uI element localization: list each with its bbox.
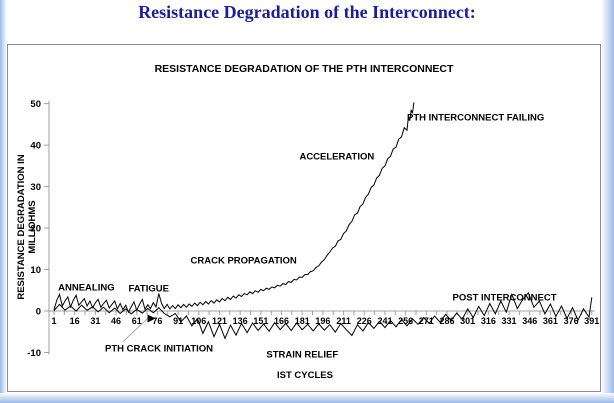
annotation-fatigue: FATIGUE: [128, 284, 168, 295]
x-tick-label: 31: [90, 316, 100, 326]
x-tick-label: 301: [460, 316, 475, 326]
window-edge-left: [0, 0, 7, 403]
x-tick-label: 91: [173, 316, 183, 326]
annotation-annealing: ANNEALING: [58, 282, 114, 293]
annotation-pth-crack-initiation: PTH CRACK INITIATION: [105, 344, 213, 355]
annotation-pth-interconnect-failing: PTH INTERCONNECT FAILING: [407, 113, 544, 124]
annotation-post-interconnect: POST INTERCONNECT: [453, 293, 557, 304]
x-tick-label: 151: [253, 316, 268, 326]
annotation-strain-relief: STRAIN RELIEF: [266, 349, 338, 360]
x-tick-label: 346: [522, 316, 537, 326]
chart-canvas: RESISTANCE DEGRADATION OF THE PTH INTERC…: [16, 63, 599, 381]
chart-frame: RESISTANCE DEGRADATION OF THE PTH INTERC…: [7, 44, 601, 392]
y-tick-label: 0: [36, 307, 41, 318]
x-tick-label: 361: [543, 316, 558, 326]
x-tick-label: 256: [398, 316, 413, 326]
x-tick-label: 76: [152, 316, 162, 326]
x-tick-label: 286: [439, 316, 454, 326]
y-tick-label: 20: [30, 224, 41, 235]
x-tick-label: 391: [584, 316, 599, 326]
x-tick-label: 1: [51, 316, 56, 326]
x-tick-label: 16: [70, 316, 80, 326]
x-tick-label: 211: [336, 316, 351, 326]
x-tick-label: 196: [315, 316, 330, 326]
y-tick-label: 10: [30, 265, 41, 276]
x-tick-label: 121: [212, 316, 227, 326]
x-tick-label: 376: [564, 316, 579, 326]
annotation-arrowhead: [147, 314, 156, 323]
annotation-acceleration: ACCELERATION: [299, 152, 374, 163]
x-tick-label: 61: [132, 316, 142, 326]
y-tick-label: 40: [30, 141, 41, 152]
x-tick-label: 226: [357, 316, 372, 326]
post-series-line: [53, 291, 593, 340]
window-edge-right: [601, 0, 614, 403]
window-edge-bottom: [0, 393, 614, 403]
x-tick-label: 331: [502, 316, 517, 326]
y-tick-label: 30: [30, 182, 41, 193]
x-axis-title: IST CYCLES: [277, 370, 333, 381]
x-tick-label: 316: [481, 316, 496, 326]
x-tick-label: 136: [233, 316, 248, 326]
y-tick-label: 50: [30, 99, 41, 110]
chart-title: RESISTANCE DEGRADATION OF THE PTH INTERC…: [155, 63, 454, 75]
annotation-leader-line: [122, 318, 148, 343]
y-axis-title: RESISTANCE DEGRADATION INMILLIOHMS: [16, 154, 38, 299]
x-tick-label: 241: [377, 316, 392, 326]
annotation-crack-propagation: CRACK PROPAGATION: [191, 256, 297, 267]
page-title: Resistance Degradation of the Interconne…: [138, 2, 476, 22]
x-tick-label: 46: [111, 316, 121, 326]
x-tick-label: 166: [274, 316, 289, 326]
y-tick-label: -10: [27, 348, 41, 359]
x-tick-label: 181: [295, 316, 310, 326]
pth-series-line: [53, 102, 415, 314]
